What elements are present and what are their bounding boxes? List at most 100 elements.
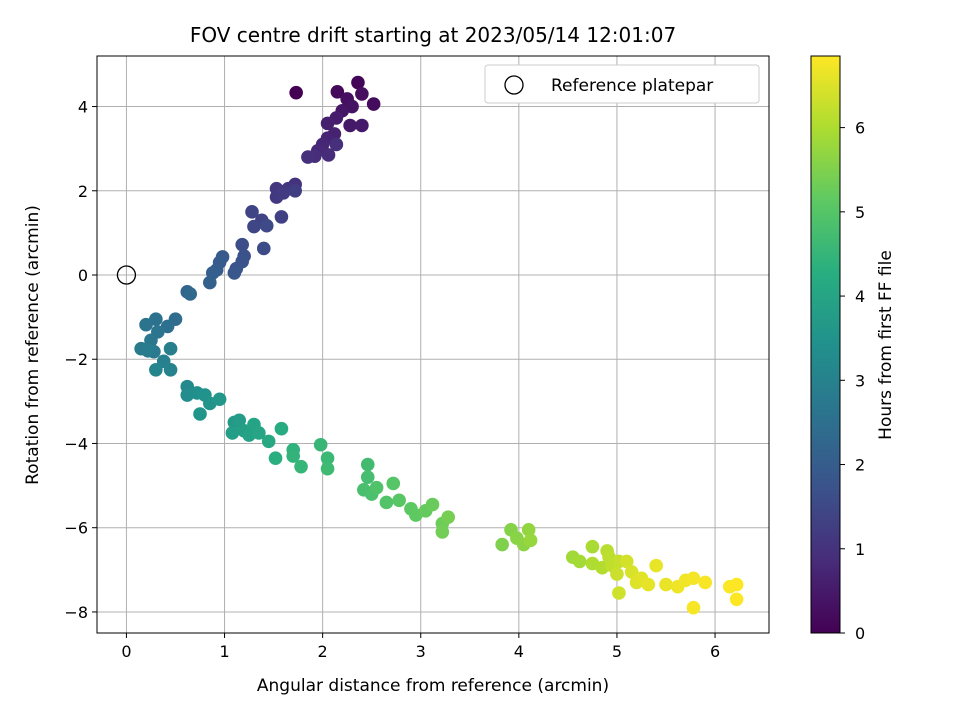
data-point [247, 219, 261, 234]
data-point [301, 150, 315, 164]
reference-point-marker [116, 265, 137, 285]
x-tick-label: 1 [219, 642, 229, 661]
data-point [252, 426, 266, 440]
data-point [286, 449, 301, 463]
data-point [351, 75, 365, 90]
data-point [355, 87, 369, 101]
data-point [329, 137, 344, 152]
data-point [729, 577, 744, 592]
data-point [612, 586, 626, 600]
data-point [288, 183, 302, 198]
data-point [245, 205, 259, 219]
data-point [659, 577, 673, 592]
colorbar-tick-label: 1 [855, 540, 865, 559]
data-point [729, 592, 744, 607]
data-point [256, 241, 271, 256]
data-point [572, 554, 587, 569]
data-point [294, 459, 308, 474]
data-point [320, 461, 335, 476]
data-point [386, 476, 401, 491]
y-axis-label: Rotation from reference (arcmin) [23, 205, 43, 485]
data-point [641, 577, 656, 592]
data-point [321, 148, 336, 162]
data-point [330, 84, 345, 99]
legend-marker-icon [504, 75, 524, 95]
data-point [274, 210, 289, 224]
data-point [360, 470, 375, 484]
colorbar-tick-label: 0 [855, 624, 865, 643]
colorbar-tick-label: 2 [855, 456, 865, 475]
data-point [149, 362, 163, 377]
data-point [355, 118, 369, 133]
y-tick-label: 2 [78, 182, 88, 201]
data-point [392, 493, 406, 508]
data-point [225, 426, 240, 440]
data-point [343, 118, 357, 133]
data-point [369, 480, 384, 495]
data-point [320, 451, 335, 466]
chart-title: FOV centre drift starting at 2023/05/14 … [190, 23, 676, 47]
plot-frame [96, 55, 770, 634]
data-point [183, 287, 197, 301]
data-point [624, 565, 639, 579]
x-axis-label: Angular distance from reference (arcmin) [257, 676, 609, 696]
legend: Reference platepar [484, 64, 760, 104]
data-point [259, 218, 274, 233]
data-point [139, 317, 153, 332]
data-point [141, 344, 155, 358]
data-point [203, 275, 217, 290]
colorbar-tick-label: 5 [855, 203, 865, 222]
data-point [585, 539, 600, 554]
x-tick-label: 2 [318, 642, 328, 661]
data-point [212, 392, 227, 407]
y-tick-label: −6 [64, 519, 88, 538]
x-tick-label: 3 [416, 642, 426, 661]
data-point [232, 413, 247, 428]
data-point [686, 600, 701, 615]
data-point [276, 186, 291, 200]
data-point [649, 558, 663, 573]
colorbar: 0 1 2 3 4 5 6 Hours from first FF file [810, 55, 896, 643]
data-point [366, 97, 381, 111]
colorbar-gradient [810, 55, 841, 634]
data-points [134, 75, 744, 615]
x-axis-ticks: 0 1 2 3 4 5 6 [121, 633, 720, 661]
y-tick-label: 4 [78, 98, 88, 117]
colorbar-tick-label: 6 [855, 119, 865, 138]
data-point [227, 266, 242, 280]
x-tick-label: 4 [514, 642, 524, 661]
data-point [523, 533, 538, 548]
data-point [610, 567, 624, 581]
data-point [686, 571, 701, 586]
data-point [441, 510, 456, 524]
colorbar-tick-label: 4 [855, 287, 865, 306]
y-tick-label: −2 [64, 350, 88, 369]
data-point [163, 341, 178, 356]
colorbar-label: Hours from first FF file [876, 250, 896, 440]
data-point [144, 333, 158, 348]
y-tick-label: −8 [64, 603, 88, 622]
data-point [698, 575, 713, 590]
y-tick-label: 0 [78, 266, 88, 285]
data-point [235, 237, 249, 252]
data-point [435, 525, 450, 539]
data-point [360, 457, 375, 472]
data-point [320, 116, 335, 131]
data-point [521, 523, 536, 537]
data-point [193, 407, 207, 421]
y-axis-ticks: −8 −6 −4 −2 0 2 4 [64, 98, 97, 622]
data-point [619, 554, 634, 569]
data-point [425, 497, 440, 512]
x-tick-label: 6 [710, 642, 720, 661]
data-point [268, 451, 283, 466]
data-point [261, 434, 276, 449]
data-point [313, 437, 328, 452]
colorbar-ticks: 0 1 2 3 4 5 6 [840, 119, 865, 643]
legend-entry-reference: Reference platepar [551, 76, 713, 96]
data-point [495, 537, 509, 552]
x-tick-label: 0 [121, 642, 131, 661]
data-point [379, 495, 394, 510]
legend-box [484, 64, 760, 104]
y-tick-label: −4 [64, 434, 88, 453]
